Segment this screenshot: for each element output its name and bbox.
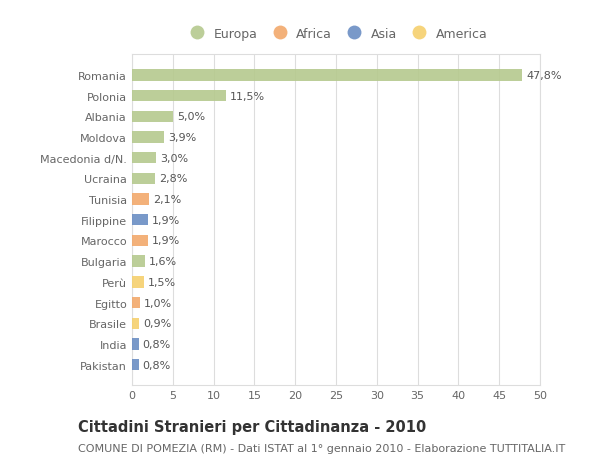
- Text: 3,9%: 3,9%: [168, 133, 196, 143]
- Text: 11,5%: 11,5%: [230, 91, 265, 101]
- Text: 1,9%: 1,9%: [152, 215, 180, 225]
- Bar: [132, 174, 155, 185]
- Bar: [132, 153, 157, 164]
- Bar: [132, 235, 148, 246]
- Bar: [132, 297, 140, 308]
- Bar: [132, 339, 139, 350]
- Text: 1,0%: 1,0%: [144, 298, 172, 308]
- Legend: Europa, Africa, Asia, America: Europa, Africa, Asia, America: [182, 25, 490, 43]
- Text: 0,8%: 0,8%: [143, 360, 171, 370]
- Bar: [132, 70, 522, 81]
- Text: 2,8%: 2,8%: [159, 174, 187, 184]
- Bar: [132, 194, 149, 205]
- Text: Cittadini Stranieri per Cittadinanza - 2010: Cittadini Stranieri per Cittadinanza - 2…: [78, 419, 426, 434]
- Text: 5,0%: 5,0%: [177, 112, 205, 122]
- Text: 1,6%: 1,6%: [149, 257, 177, 267]
- Bar: [132, 318, 139, 329]
- Bar: [132, 112, 173, 123]
- Bar: [132, 277, 144, 288]
- Bar: [132, 132, 164, 143]
- Text: 47,8%: 47,8%: [526, 71, 562, 81]
- Text: 0,9%: 0,9%: [143, 319, 172, 329]
- Text: 1,5%: 1,5%: [148, 277, 176, 287]
- Bar: [132, 256, 145, 267]
- Bar: [132, 91, 226, 102]
- Text: 2,1%: 2,1%: [153, 195, 181, 205]
- Bar: [132, 215, 148, 226]
- Text: 0,8%: 0,8%: [143, 339, 171, 349]
- Text: COMUNE DI POMEZIA (RM) - Dati ISTAT al 1° gennaio 2010 - Elaborazione TUTTITALIA: COMUNE DI POMEZIA (RM) - Dati ISTAT al 1…: [78, 443, 565, 453]
- Bar: [132, 359, 139, 370]
- Text: 1,9%: 1,9%: [152, 236, 180, 246]
- Text: 3,0%: 3,0%: [161, 153, 188, 163]
